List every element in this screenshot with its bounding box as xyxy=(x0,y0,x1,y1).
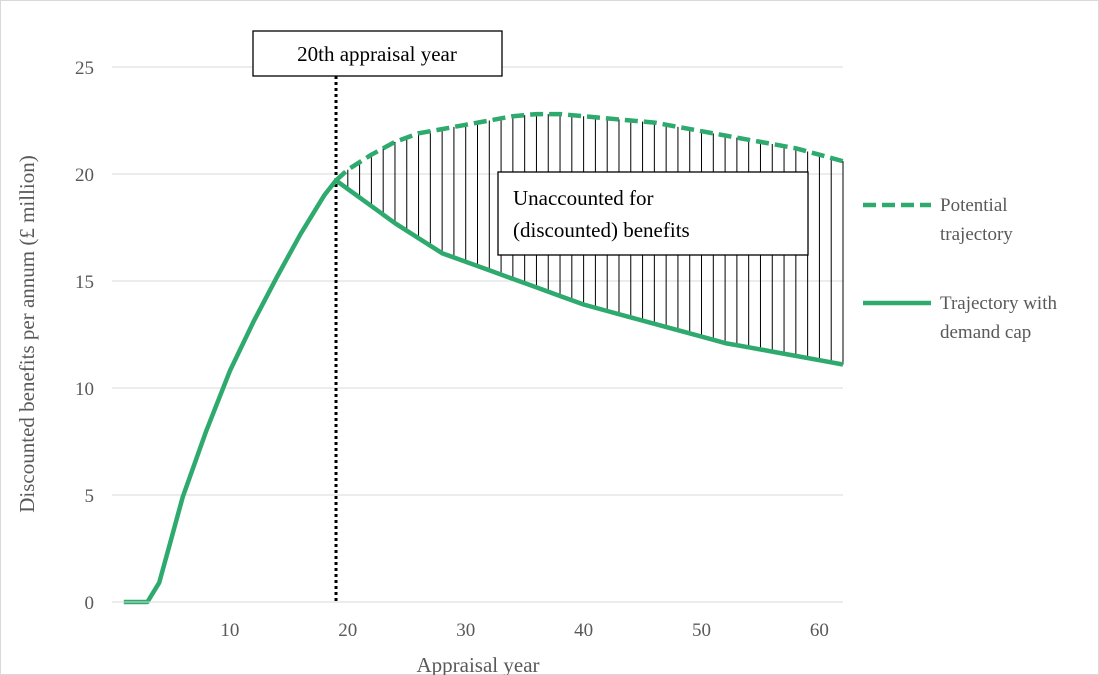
legend-label-potential-line-1: Potential xyxy=(940,195,1008,216)
x-tick-label-30: 30 xyxy=(456,620,475,641)
marker-label-box: 20th appraisal year xyxy=(252,30,503,77)
region-label-box: Unaccounted for (discounted) benefits xyxy=(497,171,809,256)
legend: Potential trajectory Trajectory with dem… xyxy=(863,195,1057,343)
x-axis-title: Appraisal year xyxy=(416,653,539,675)
series-line-potential xyxy=(334,111,844,183)
x-tick-label-40: 40 xyxy=(574,620,593,641)
series-line-demand-cap xyxy=(123,178,844,605)
x-tick-label-10: 10 xyxy=(220,620,239,641)
x-tick-label-60: 60 xyxy=(810,620,829,641)
legend-label-potential-line-2: trajectory xyxy=(940,224,1013,245)
y-tick-label-20: 20 xyxy=(75,165,94,186)
region-label-line-2: (discounted) benefits xyxy=(513,218,690,242)
axes: 0 5 10 15 20 25 10 20 30 40 50 60 xyxy=(75,58,843,641)
series-lines xyxy=(123,111,844,605)
legend-label-demand-cap-line-1: Trajectory with xyxy=(940,293,1057,314)
y-tick-label-0: 0 xyxy=(85,593,95,614)
x-tick-label-50: 50 xyxy=(692,620,711,641)
legend-entry-demand-cap: Trajectory with demand cap xyxy=(863,293,1057,343)
legend-label-demand-cap-line-2: demand cap xyxy=(940,322,1031,343)
y-tick-label-10: 10 xyxy=(75,379,94,400)
region-label-line-1: Unaccounted for xyxy=(513,186,654,210)
legend-entry-potential: Potential trajectory xyxy=(863,195,1013,245)
y-axis-title: Discounted benefits per annum (£ million… xyxy=(15,155,39,513)
marker-label: 20th appraisal year xyxy=(297,42,457,66)
y-tick-label-5: 5 xyxy=(85,486,95,507)
y-tick-label-15: 15 xyxy=(75,272,94,293)
x-tick-label-20: 20 xyxy=(338,620,357,641)
y-tick-label-25: 25 xyxy=(75,58,94,79)
